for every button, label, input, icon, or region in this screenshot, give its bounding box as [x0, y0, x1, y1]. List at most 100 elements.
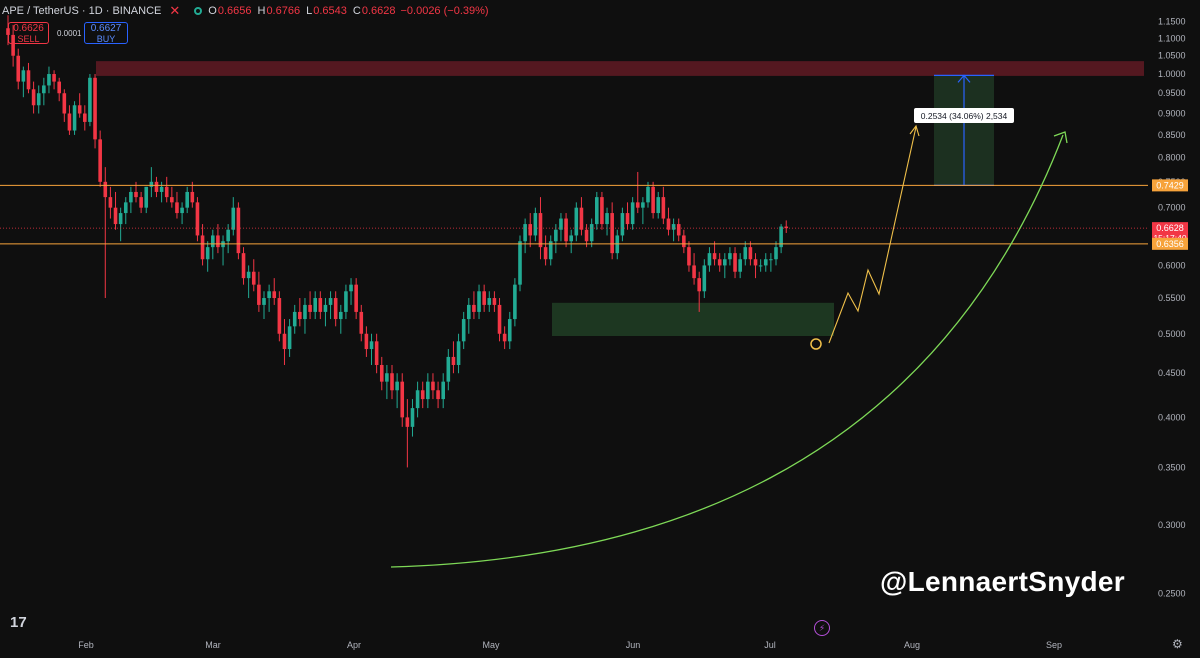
candle-body	[98, 139, 102, 182]
candle-body	[548, 241, 553, 260]
candle-body	[477, 291, 481, 312]
candle-body	[190, 191, 195, 203]
candle-body	[292, 311, 297, 327]
candle-body	[702, 265, 707, 292]
price-tick-label: 0.4500	[1158, 368, 1186, 378]
candle-body	[134, 191, 138, 198]
candle-body	[123, 202, 128, 214]
candle-body	[589, 224, 594, 242]
candle-body	[129, 191, 133, 203]
price-tick-label: 0.7000	[1158, 203, 1186, 213]
candle-body	[728, 253, 732, 260]
candle-body	[52, 74, 56, 82]
candle-body	[779, 226, 783, 248]
resistance-zone	[96, 61, 1144, 76]
change-value: −0.0026 (−0.39%)	[400, 5, 489, 17]
sell-price: 0.6626	[13, 23, 44, 34]
time-tick-label: Jul	[764, 640, 776, 650]
support-zone	[552, 302, 834, 337]
candle-body	[712, 253, 717, 260]
current-price-marker	[810, 338, 822, 350]
candle-body	[236, 207, 241, 254]
candle-body	[211, 235, 215, 248]
candle-body	[415, 390, 420, 409]
candle-body	[482, 291, 486, 305]
time-tick-label: May	[482, 640, 500, 650]
candle-body	[395, 381, 399, 391]
candle-body	[610, 213, 614, 254]
candle-body	[36, 93, 41, 106]
candle-body	[661, 197, 666, 219]
candle-body	[77, 105, 82, 114]
time-tick-label: Feb	[78, 640, 94, 650]
price-tick-label: 0.8000	[1158, 153, 1186, 163]
growth-curve	[390, 134, 1064, 568]
candle-body	[180, 207, 184, 214]
close-value: 0.6628	[361, 5, 396, 17]
low-label: L	[306, 5, 313, 17]
candle-body	[385, 373, 389, 382]
candle-body	[579, 207, 584, 230]
spread-value: 0.0001	[57, 29, 82, 38]
candle-body	[369, 341, 374, 350]
candle-body	[420, 390, 425, 400]
candle-body	[533, 213, 538, 236]
candle-body	[267, 291, 271, 299]
candle-body	[723, 259, 727, 266]
zones-layer	[96, 61, 1144, 337]
candle-body	[543, 247, 548, 260]
symbol-header: APE / TetherUS · 1D · BINANCE ✕ O 0.6656 …	[0, 0, 489, 22]
time-tick-label: Sep	[1046, 640, 1062, 650]
drawings-layer: 0.2534 (34.06%) 2,534	[390, 108, 1068, 568]
candle-body	[763, 259, 768, 266]
price-tick-label: 1.1500	[1158, 17, 1186, 27]
candle-body	[6, 28, 10, 35]
price-tick-label: 0.3000	[1158, 520, 1186, 530]
price-tick-label: 1.0500	[1158, 51, 1186, 61]
candle-body	[42, 85, 46, 94]
sell-button[interactable]: 0.6626 SELL	[8, 22, 49, 44]
candle-body	[226, 229, 230, 242]
price-axis: 1.1500 1.1000 1.0500 1.0000 0.9500 0.9000 0.85…	[1148, 0, 1200, 658]
buy-button[interactable]: 0.6627 BUY	[84, 22, 128, 44]
candle-body	[456, 341, 461, 365]
price-tag	[1152, 237, 1188, 250]
candle-body	[426, 381, 430, 400]
symbol-title[interactable]: APE / TetherUS · 1D · BINANCE	[2, 5, 162, 17]
settings-gear-icon[interactable]: ⚙	[1172, 637, 1183, 651]
candle-body	[231, 207, 236, 230]
candle-body	[605, 213, 609, 225]
candle-body	[487, 298, 492, 305]
candle-body	[339, 311, 343, 320]
candle-body	[769, 259, 773, 261]
measure-label: 0.2534 (34.06%) 2,534	[914, 108, 1014, 123]
candle-body	[328, 298, 333, 305]
candle-body	[313, 298, 317, 312]
candle-body	[108, 197, 113, 208]
candle-body	[175, 202, 179, 214]
candle-body	[164, 186, 169, 198]
candle-body	[16, 55, 21, 82]
candle-body	[62, 93, 67, 114]
candle-body	[364, 333, 369, 350]
candle-body	[651, 186, 655, 214]
lightning-icon[interactable]: ⚡	[814, 620, 830, 636]
candle-body	[687, 247, 691, 266]
candle-body	[118, 213, 123, 225]
candle-body	[748, 247, 753, 260]
candle-body	[523, 224, 527, 242]
candle-body	[707, 253, 712, 266]
close-symbol-icon[interactable]: ✕	[169, 3, 181, 18]
candle-body	[287, 326, 292, 350]
candle-body	[195, 202, 200, 236]
candle-body	[733, 253, 737, 272]
tradingview-logo[interactable]: 17	[10, 614, 27, 631]
candle-body	[159, 186, 164, 192]
price-tick-label: 0.6000	[1158, 260, 1186, 270]
price-tick-label: 0.8500	[1158, 130, 1186, 140]
candle-body	[717, 259, 722, 266]
candle-body	[528, 224, 533, 236]
candle-body	[492, 298, 497, 305]
candle-body	[600, 197, 604, 225]
